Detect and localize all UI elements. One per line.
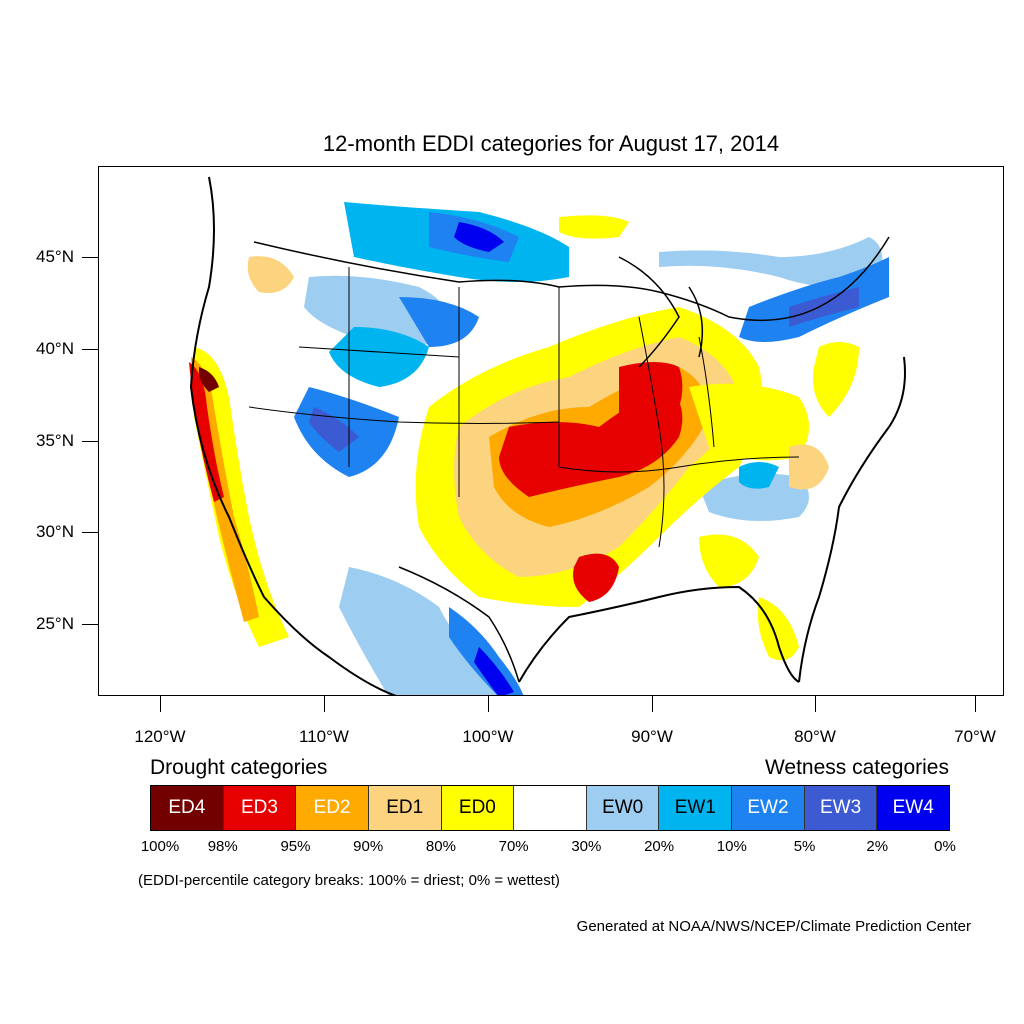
- drought-heading: Drought categories: [150, 756, 328, 779]
- legend-color-bar: ED4 ED3 ED2 ED1 ED0 EW0 EW1 EW2 EW3 EW4: [150, 785, 950, 831]
- legend-cell-ew4: EW4: [877, 786, 950, 830]
- map-title: 12-month EDDI categories for August 17, …: [322, 131, 780, 156]
- legend-cell-ew1: EW1: [659, 786, 733, 830]
- lon-label-120: 120°W: [134, 727, 186, 746]
- lat-label-30: 30°N: [36, 522, 74, 541]
- legend-cell-ed1: ED1: [368, 786, 442, 830]
- legend-break-label: 2%: [866, 838, 889, 855]
- legend-break-label: 98%: [207, 838, 238, 855]
- lon-label-100: 100°W: [462, 727, 514, 746]
- legend-break-label: 90%: [353, 838, 384, 855]
- legend-break-label: 80%: [425, 838, 456, 855]
- legend-cell-ew2: EW2: [732, 786, 805, 830]
- lon-label-110: 110°W: [299, 727, 349, 746]
- legend-cell-ed3: ED3: [223, 786, 297, 830]
- legend-cell-ed4: ED4: [151, 786, 224, 830]
- lon-tick: [160, 696, 161, 712]
- lat-tick: [82, 624, 98, 625]
- lat-tick: [82, 532, 98, 533]
- lon-tick: [815, 696, 816, 712]
- legend-cell-neutral: [514, 786, 587, 830]
- legend-cell-ew3: EW3: [804, 786, 878, 830]
- lon-label-70: 70°W: [954, 727, 996, 746]
- lat-tick: [82, 349, 98, 350]
- legend-break-label: 0%: [934, 838, 956, 855]
- legend-break-label: 30%: [571, 838, 602, 855]
- lat-label-45: 45°N: [36, 247, 74, 266]
- legend-break-label: 5%: [793, 838, 816, 855]
- legend-break-label: 20%: [644, 838, 675, 855]
- eddi-map: [189, 176, 906, 695]
- lat-label-35: 35°N: [36, 431, 74, 450]
- drought-regions: [189, 215, 859, 661]
- lat-tick: [82, 441, 98, 442]
- credit-text: Generated at NOAA/NWS/NCEP/Climate Predi…: [576, 918, 971, 935]
- breaks-note: (EDDI-percentile category breaks: 100% =…: [138, 872, 560, 889]
- legend-cell-ew0: EW0: [586, 786, 660, 830]
- lon-tick: [975, 696, 976, 712]
- wetness-heading: Wetness categories: [764, 756, 949, 779]
- lon-tick: [324, 696, 325, 712]
- legend-break-label: 100%: [140, 838, 180, 855]
- lon-tick: [652, 696, 653, 712]
- boundaries: [189, 176, 906, 695]
- legend-cell-ed2: ED2: [296, 786, 369, 830]
- legend-break-label: 70%: [498, 838, 529, 855]
- lon-label-90: 90°W: [631, 727, 673, 746]
- legend-break-label: 95%: [280, 838, 311, 855]
- lon-label-80: 80°W: [794, 727, 836, 746]
- legend-break-label: 10%: [716, 838, 747, 855]
- lat-label-25: 25°N: [36, 614, 74, 633]
- legend-cell-ed0: ED0: [441, 786, 515, 830]
- map-frame: [98, 166, 1004, 696]
- lat-label-40: 40°N: [36, 339, 74, 358]
- lat-tick: [82, 257, 98, 258]
- lon-tick: [488, 696, 489, 712]
